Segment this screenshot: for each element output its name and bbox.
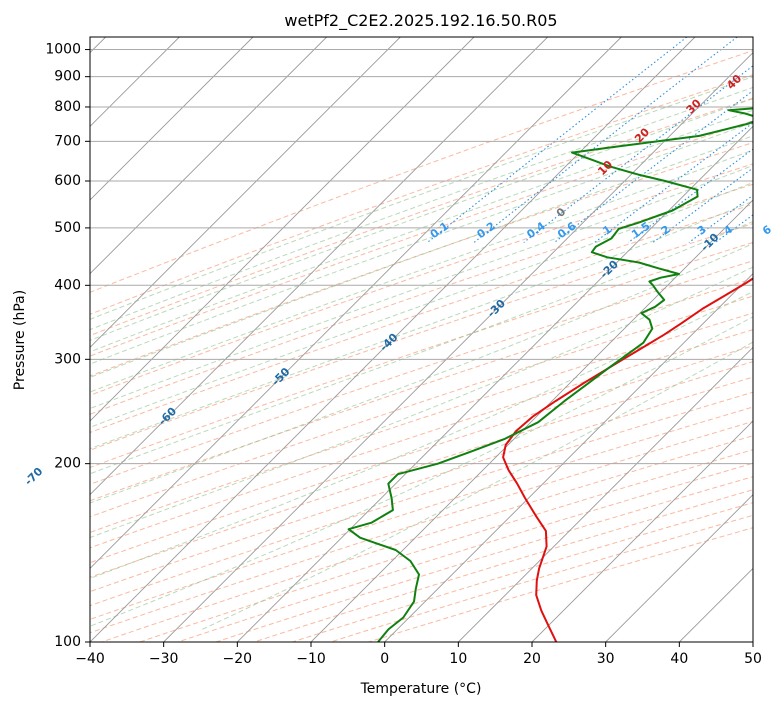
dry-adiabat-line <box>90 420 753 634</box>
x-axis-title: Temperature (°C) <box>360 681 482 697</box>
y-tick-label: 200 <box>54 456 81 472</box>
dry-adiabat-line <box>90 278 753 502</box>
mixing-ratio-line <box>553 89 753 243</box>
mixing-ratio-label: 6 <box>760 223 774 238</box>
x-tick-label: 0 <box>380 651 389 667</box>
mixing-ratio-line <box>473 37 739 243</box>
dry-adiabat-line <box>366 527 753 642</box>
plot-area <box>90 37 753 642</box>
x-tick-label: −40 <box>75 651 105 667</box>
dry-adiabat-line <box>90 163 753 396</box>
y-tick-label: 400 <box>54 277 81 293</box>
x-tick-label: 10 <box>449 651 467 667</box>
mixing-ratio-line <box>594 122 753 243</box>
x-tick-label: −10 <box>296 651 326 667</box>
moist-adiabat-line <box>201 341 753 630</box>
moist-adiabat-line <box>90 181 753 428</box>
x-tick-label: −30 <box>149 651 179 667</box>
moist-adiabat-line <box>90 220 753 475</box>
dry-adiabat-line <box>100 435 753 642</box>
isotherm-line <box>90 37 696 642</box>
isotherm-line <box>90 37 327 275</box>
dry-adiabat-line <box>328 514 753 642</box>
dry-adiabat-line <box>90 260 753 485</box>
plot-border <box>89 36 754 643</box>
isotherm-line <box>90 37 254 201</box>
moist-adiabat-line <box>90 200 753 450</box>
dry-adiabat-line <box>290 502 753 642</box>
isotherm-line <box>310 199 753 642</box>
dry-adiabat-line <box>138 449 753 642</box>
isotherm-line <box>531 420 753 642</box>
dry-adiabat-line <box>90 312 753 533</box>
moist-adiabat-line <box>90 109 753 353</box>
x-tick-label: 50 <box>744 651 762 667</box>
isotherm-label: -70 <box>22 465 45 488</box>
sounding-series <box>347 107 753 642</box>
y-tick-label: 700 <box>54 133 81 149</box>
moist-adiabat-line <box>90 135 753 378</box>
dry-adiabat-line <box>252 489 753 642</box>
y-tick-label: 300 <box>54 351 81 367</box>
dry-adiabat-line <box>176 462 753 642</box>
x-tick-label: 30 <box>597 651 615 667</box>
x-tick-label: −20 <box>223 651 253 667</box>
x-tick-label: 40 <box>670 651 688 667</box>
chart-title: wetPf2_C2E2.2025.192.16.50.R05 <box>284 11 557 31</box>
y-tick-label: 800 <box>54 99 81 115</box>
isotherm-line <box>163 52 753 642</box>
isotherm-line <box>90 37 548 496</box>
y-tick-label: 600 <box>54 173 81 189</box>
dry-adiabat-line <box>90 74 753 315</box>
mixing-ratio-line <box>523 65 753 243</box>
moist-adiabat-line <box>90 98 753 341</box>
dry-adiabat-line <box>90 97 753 337</box>
isotherm-line <box>90 37 401 348</box>
isotherm-line <box>90 37 622 569</box>
y-tick-label: 100 <box>54 634 81 650</box>
y-tick-label: 500 <box>54 220 81 236</box>
background-lines <box>90 35 775 642</box>
y-tick-label: 1000 <box>45 42 81 58</box>
y-tick-label: 900 <box>54 69 81 85</box>
isotherm-line <box>237 125 753 642</box>
dry-adiabat-line <box>90 329 753 549</box>
dry-adiabat-line <box>90 183 753 415</box>
moist-adiabat-line <box>90 86 753 331</box>
isotherm-line <box>90 37 475 422</box>
x-tick-label: 20 <box>523 651 541 667</box>
dewpoint-line <box>347 107 753 642</box>
y-axis-title: Pressure (hPa) <box>12 290 28 390</box>
isotherm-line <box>752 641 753 642</box>
plot-frame <box>89 36 754 643</box>
dry-adiabat-line <box>214 476 753 642</box>
isotherm-line <box>458 346 753 642</box>
dry-adiabat-line <box>90 120 753 357</box>
mixing-ratio-line <box>754 35 775 243</box>
isotherm-line <box>605 494 753 642</box>
plot-background <box>90 37 753 642</box>
isotherm-line <box>384 273 753 642</box>
temperature-line <box>502 277 753 642</box>
axis-ticks: −40 −30 −20 −10 0 10 20 30 40 50 100 200 300 400 500 60… <box>45 42 762 667</box>
